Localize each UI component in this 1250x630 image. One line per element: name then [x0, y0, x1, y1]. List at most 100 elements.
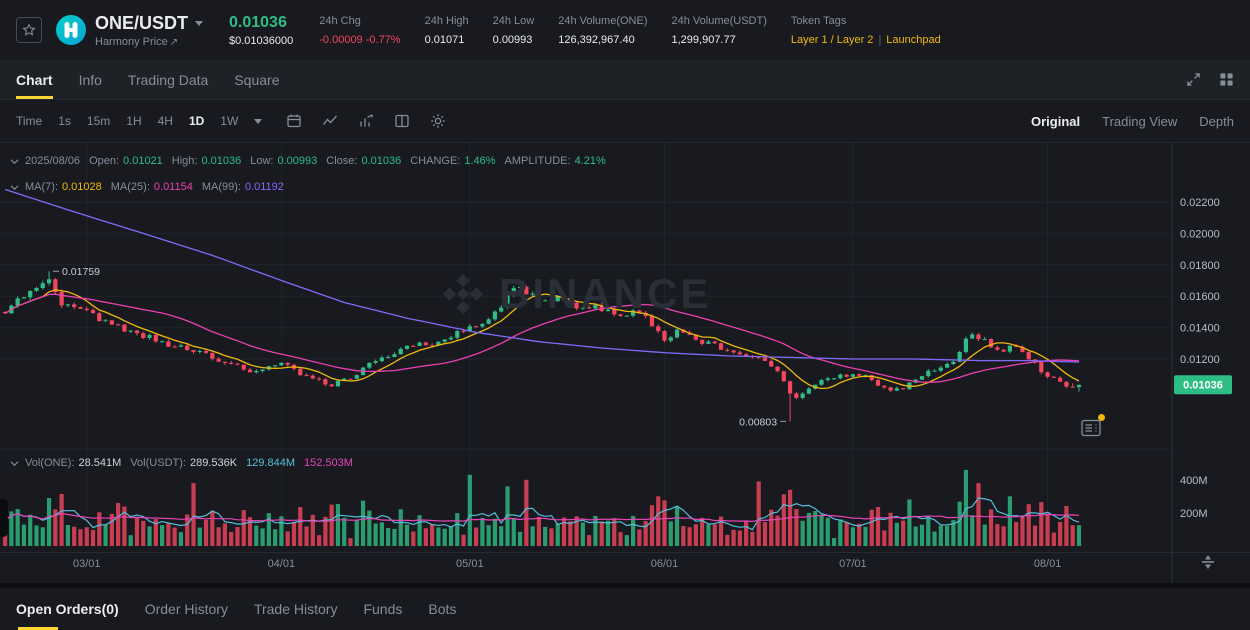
- svg-text:05/01: 05/01: [456, 558, 484, 570]
- external-link-icon: ↗: [169, 36, 179, 48]
- stat-label: 24h Chg: [319, 14, 361, 27]
- indicators-icon[interactable]: [358, 113, 374, 129]
- stat-24h-volume-usdt: 24h Volume(USDT) 1,299,907.77: [672, 15, 767, 46]
- stat-label: 24h Low: [492, 14, 535, 27]
- fullscreen-icon[interactable]: [1186, 72, 1201, 87]
- svg-text:06/01: 06/01: [651, 558, 679, 570]
- stat-24h-low: 24h Low 0.00993: [493, 15, 535, 46]
- tab-bots[interactable]: Bots: [428, 601, 457, 617]
- tab-square[interactable]: Square: [234, 71, 280, 88]
- auto-scale-icon[interactable]: [1200, 554, 1216, 575]
- token-tag-launchpad[interactable]: Launchpad: [886, 33, 941, 46]
- svg-text:200M: 200M: [1180, 508, 1208, 520]
- stat-label: 24h Volume(USDT): [671, 14, 767, 27]
- stat-label: Token Tags: [790, 14, 847, 27]
- svg-text:0.00803: 0.00803: [739, 416, 777, 428]
- usd-price: $0.01036000: [229, 34, 294, 47]
- legend-change: 1.46%: [464, 155, 496, 167]
- interval-dropdown-icon[interactable]: [254, 118, 263, 124]
- svg-text:0.01600: 0.01600: [1180, 291, 1220, 303]
- orders-panel: Open Orders(0) Order History Trade Histo…: [0, 588, 1250, 630]
- ticker-header: ONE/USDT Harmony Price ↗ 0.01036 $0.01036…: [0, 0, 1250, 60]
- svg-text:400M: 400M: [1180, 475, 1208, 487]
- tab-order-history[interactable]: Order History: [144, 601, 228, 617]
- interval-1w[interactable]: 1W: [220, 114, 239, 128]
- chart-settings-icon[interactable]: [430, 113, 446, 129]
- view-tradingview[interactable]: Trading View: [1102, 113, 1178, 129]
- legend-amplitude: 4.21%: [574, 155, 606, 167]
- svg-text:0.01036: 0.01036: [1183, 380, 1223, 392]
- chart-toolbar: Time 1s 15m 1H 4H 1D 1W Original: [0, 100, 1250, 143]
- svg-text:03/01: 03/01: [73, 558, 101, 570]
- tab-chart[interactable]: Chart: [16, 60, 53, 99]
- svg-text:07/01: 07/01: [839, 558, 867, 570]
- last-price: 0.01036: [229, 13, 287, 31]
- orderbook-preview-button[interactable]: [1081, 414, 1105, 437]
- interval-1s[interactable]: 1s: [58, 114, 71, 128]
- pair-block: ONE/USDT Harmony Price ↗: [95, 12, 204, 48]
- chart-style-icon[interactable]: [322, 113, 338, 129]
- multi-pane-icon[interactable]: [394, 113, 410, 129]
- price-block: 0.01036 $0.01036000: [229, 14, 293, 47]
- grid-layout-icon[interactable]: [1219, 72, 1234, 87]
- stat-24h-high: 24h High 0.01071: [425, 15, 469, 46]
- view-depth[interactable]: Depth: [1199, 113, 1234, 129]
- kline-chart-svg[interactable]: 0.02200 0.02000 0.01800 0.01600 0.01400 0.012…: [0, 143, 1250, 583]
- time-label: Time: [16, 114, 43, 128]
- legend-vma2: 152.503M: [304, 457, 353, 469]
- token-price-link[interactable]: Harmony Price ↗: [95, 36, 203, 48]
- svg-text:0.02000: 0.02000: [1180, 228, 1220, 240]
- stat-24h-chg: 24h Chg -0.00009 -0.77%: [319, 15, 400, 46]
- legend-vol-one: 28.541M: [78, 457, 122, 469]
- favorite-star-button[interactable]: [16, 17, 42, 43]
- svg-text:08/01: 08/01: [1034, 558, 1062, 570]
- legend-date: 2025/08/06: [25, 155, 81, 167]
- ticker-stats: 24h Chg -0.00009 -0.77% 24h High 0.01071…: [319, 15, 941, 46]
- tab-open-orders[interactable]: Open Orders(0): [16, 588, 119, 630]
- collapse-chevron-icon[interactable]: [10, 460, 19, 467]
- main-tabstrip: Chart Info Trading Data Square: [0, 60, 1250, 100]
- star-icon: [22, 23, 36, 36]
- interval-15m[interactable]: 15m: [86, 114, 111, 128]
- view-original[interactable]: Original: [1031, 113, 1081, 129]
- volume-legend: Vol(ONE): 28.541M Vol(USDT): 289.536K 129.…: [10, 457, 353, 469]
- tab-trade-history[interactable]: Trade History: [253, 601, 338, 617]
- pair-name[interactable]: ONE/USDT: [95, 12, 189, 33]
- stat-value: 126,392,967.40: [558, 33, 635, 46]
- svg-text:0.01800: 0.01800: [1180, 260, 1220, 272]
- interval-1h[interactable]: 1H: [126, 114, 142, 128]
- token-price-label: Harmony Price: [95, 35, 168, 48]
- legend-low: 0.00993: [277, 155, 318, 167]
- legend-open: 0.01021: [123, 155, 163, 167]
- svg-text:04/01: 04/01: [268, 558, 296, 570]
- svg-text:0.02200: 0.02200: [1180, 197, 1220, 209]
- stat-label: 24h High: [424, 14, 469, 27]
- tab-info[interactable]: Info: [78, 71, 102, 88]
- legend-ma7: 0.01028: [62, 181, 102, 193]
- harmony-logo: [56, 15, 86, 45]
- stat-token-tags: Token Tags Layer 1 / Layer 2 | Launchpad: [791, 15, 941, 46]
- token-tag-layer[interactable]: Layer 1 / Layer 2: [790, 33, 874, 46]
- chevron-down-icon[interactable]: [195, 20, 204, 26]
- legend-vol-usdt: 289.536K: [189, 457, 238, 469]
- legend-close: 0.01036: [361, 155, 402, 167]
- tag-separator: |: [878, 33, 882, 46]
- interval-4h[interactable]: 4H: [157, 114, 173, 128]
- tab-funds[interactable]: Funds: [363, 601, 403, 617]
- legend-high: 0.01036: [201, 155, 242, 167]
- legend-vma1: 129.844M: [246, 457, 295, 469]
- legend-ma25: 0.01154: [153, 181, 193, 193]
- legend-ma99: 0.01192: [244, 181, 284, 193]
- chart-area: BINANCE 0.02200 0.02000 0.01800 0.01600 0.01…: [0, 143, 1250, 583]
- interval-settings-icon[interactable]: [286, 113, 302, 129]
- panel-collapse-handle[interactable]: [0, 499, 8, 537]
- interval-1d[interactable]: 1D: [188, 114, 205, 128]
- notification-dot: [1098, 414, 1105, 421]
- stat-value: 0.00993: [492, 33, 533, 46]
- collapse-chevron-icon[interactable]: [10, 184, 19, 191]
- stat-label: 24h Volume(ONE): [558, 14, 648, 27]
- collapse-chevron-icon[interactable]: [10, 158, 19, 165]
- tab-trading-data[interactable]: Trading Data: [127, 71, 209, 88]
- stat-24h-volume-one: 24h Volume(ONE) 126,392,967.40: [558, 15, 647, 46]
